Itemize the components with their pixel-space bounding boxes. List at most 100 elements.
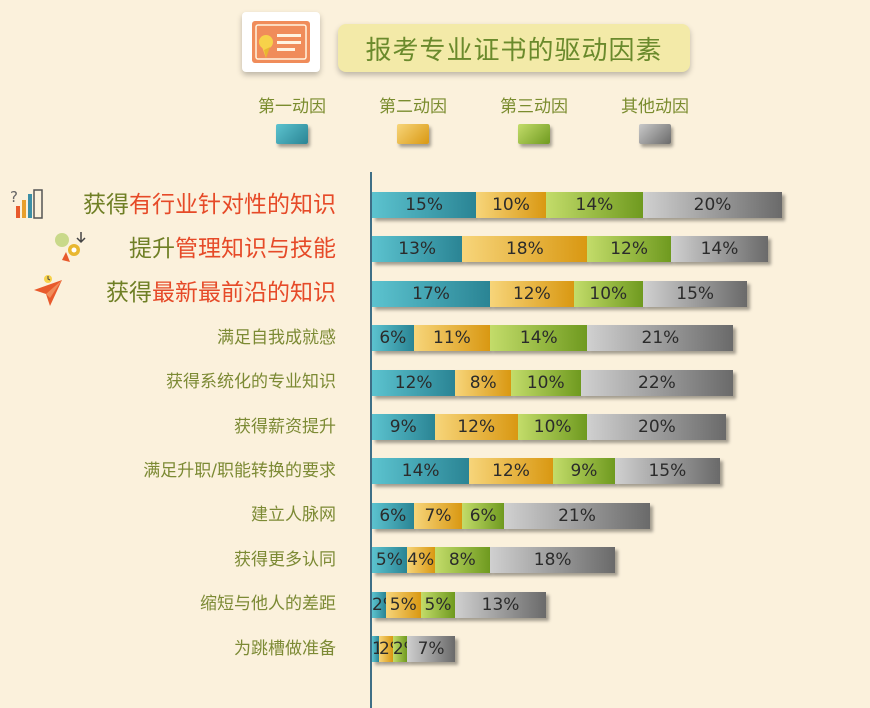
bar-value-label: 14% — [519, 328, 558, 348]
bar-value-label: 11% — [433, 328, 471, 348]
bar-value-label: 4% — [407, 550, 435, 570]
legend-label: 其他动因 — [621, 97, 689, 117]
bar-value-label: 6% — [379, 506, 407, 526]
bar-value-label: 13% — [481, 595, 520, 615]
category-row: 满足升职/职能转换的要求 — [0, 456, 358, 486]
bar-segment-first — [372, 325, 414, 351]
bar-segment-first — [372, 503, 414, 529]
bar-segment-second — [385, 592, 421, 618]
legend-swatch — [397, 124, 429, 144]
bar-segment-first — [372, 236, 463, 262]
legend-item-third: 第三动因 — [484, 96, 584, 144]
bar-value-label: 7% — [424, 506, 452, 526]
category-label: 获得更多认同 — [234, 550, 336, 570]
legend-item-other: 其他动因 — [605, 96, 705, 144]
legend-label: 第二动因 — [379, 97, 447, 117]
category-label: 获得有行业针对性的知识 — [83, 192, 336, 218]
legend-swatch — [639, 124, 671, 144]
bar-value-label: 10% — [533, 417, 572, 437]
bar-segment-other — [643, 192, 783, 218]
legend-swatch — [276, 124, 308, 144]
bar-segment-third — [490, 325, 588, 351]
bar-segment-third — [462, 503, 505, 529]
bar-value-label: 12% — [492, 461, 530, 481]
certificate-icon — [242, 12, 320, 72]
bar-segment-third — [573, 281, 644, 307]
skills-icon — [55, 232, 86, 262]
bar-value-label: 7% — [417, 639, 445, 659]
bar-segment-third — [420, 592, 456, 618]
bar-value-label: 10% — [492, 195, 530, 215]
bar-value-label: 12% — [512, 284, 551, 304]
paper-plane-icon — [34, 275, 62, 306]
category-label: 获得薪资提升 — [234, 417, 336, 437]
chart-icon: ? — [10, 188, 43, 219]
bar-segment-first — [372, 592, 386, 618]
legend-swatch — [518, 124, 550, 144]
title-box: 报考专业证书的驱动因素 — [338, 24, 690, 72]
bar-segment-third — [545, 192, 644, 218]
bar-value-label: 2% — [379, 636, 406, 662]
bar-segment-other — [455, 592, 546, 618]
category-label: 建立人脉网 — [251, 505, 336, 525]
bar-value-label: 8% — [448, 550, 476, 570]
bar-value-label: 10% — [526, 373, 565, 393]
bar-value-label: 14% — [575, 195, 614, 215]
bar-value-label: 1% — [372, 636, 399, 662]
category-row: 获得更多认同 — [0, 545, 358, 575]
bar-segment-other — [504, 503, 650, 529]
bar-segment-third — [511, 370, 581, 396]
bar-value-label: 20% — [693, 195, 732, 215]
bar-segment-second — [406, 547, 435, 573]
bar-value-label: 9% — [389, 417, 417, 437]
bar-segment-other — [670, 236, 769, 262]
category-label: 满足自我成就感 — [217, 328, 336, 348]
legend-label: 第三动因 — [500, 97, 568, 117]
bar-segment-third — [587, 236, 671, 262]
bar-segment-second — [462, 236, 588, 262]
bar-segment-first — [372, 192, 477, 218]
bar-value-label: 2% — [393, 636, 420, 662]
bar-value-label: 14% — [700, 239, 739, 259]
bar-value-label: 12% — [394, 373, 433, 393]
bar-segment-other — [587, 414, 727, 440]
bar-segment-second — [490, 281, 574, 307]
category-row: 获得薪资提升 — [0, 412, 358, 442]
category-row: 为跳槽做准备 — [0, 634, 358, 664]
bar-segment-first — [372, 547, 407, 573]
bar-segment-second — [434, 414, 518, 440]
bar-value-label: 5% — [424, 595, 452, 615]
bar-value-label: 15% — [405, 195, 444, 215]
bar-value-label: 6% — [469, 506, 497, 526]
bar-value-label: 21% — [641, 328, 680, 348]
category-row: 满足自我成就感 — [0, 323, 358, 353]
category-label: 缩短与他人的差距 — [200, 594, 336, 614]
category-row: 建立人脉网 — [0, 500, 358, 530]
bar-segment-first — [372, 636, 379, 662]
bar-value-label: 12% — [610, 239, 649, 259]
bar-segment-second — [455, 370, 511, 396]
bar-value-label: 10% — [589, 284, 628, 304]
bar-value-label: 21% — [558, 506, 596, 526]
bar-value-label: 5% — [375, 550, 403, 570]
bar-segment-other — [615, 458, 720, 484]
bar-segment-second — [413, 325, 491, 351]
bar-segment-first — [372, 414, 435, 440]
bar-value-label: 9% — [570, 461, 598, 481]
bar-segment-first — [372, 281, 491, 307]
bar-value-label: 18% — [533, 550, 572, 570]
y-axis-line — [370, 172, 372, 708]
bar-value-label: 15% — [648, 461, 687, 481]
bar-value-label: 17% — [412, 284, 450, 304]
bar-segment-other — [406, 636, 456, 662]
bar-segment-second — [469, 458, 553, 484]
bar-value-label: 14% — [401, 461, 440, 481]
bar-segment-third — [392, 636, 407, 662]
bar-value-label: 22% — [638, 373, 676, 393]
legend-item-second: 第二动因 — [363, 96, 463, 144]
bar-segment-second — [413, 503, 463, 529]
bar-segment-first — [372, 458, 470, 484]
bar-segment-third — [517, 414, 588, 440]
bar-segment-other — [587, 325, 734, 351]
bar-value-label: 13% — [398, 239, 437, 259]
